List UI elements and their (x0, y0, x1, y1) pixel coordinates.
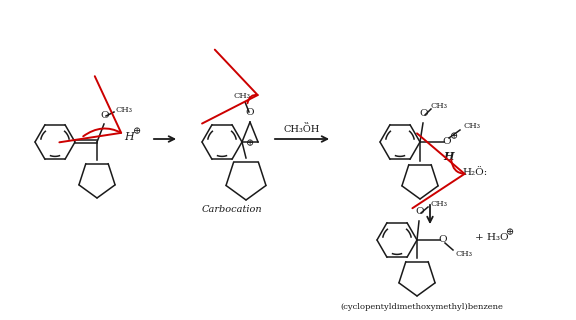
Text: CH₃: CH₃ (464, 122, 481, 130)
Text: CH₃: CH₃ (456, 250, 473, 258)
FancyArrowPatch shape (412, 133, 465, 208)
Text: ⊕: ⊕ (133, 127, 141, 137)
Text: O: O (246, 108, 255, 117)
Text: O: O (439, 235, 448, 244)
Text: + H₃O: + H₃O (475, 234, 509, 243)
Text: O: O (101, 111, 109, 120)
Text: CH₃ÖH: CH₃ÖH (284, 124, 320, 133)
Text: ⊕: ⊕ (506, 228, 514, 237)
Text: ⊕: ⊕ (450, 132, 458, 141)
FancyArrowPatch shape (202, 50, 257, 124)
Text: Carbocation: Carbocation (202, 204, 262, 213)
Text: O: O (420, 109, 429, 118)
Text: ⊕: ⊕ (246, 140, 254, 148)
Text: CH₃: CH₃ (233, 92, 251, 100)
Text: O: O (416, 207, 425, 216)
FancyArrowPatch shape (59, 76, 121, 142)
Text: CH₃: CH₃ (115, 106, 132, 114)
Text: (cyclopentyldimethoxymethyl)benzene: (cyclopentyldimethoxymethyl)benzene (340, 303, 503, 311)
Text: CH₃: CH₃ (431, 200, 448, 208)
Text: H₂Ö:: H₂Ö: (463, 167, 488, 177)
Text: H: H (444, 150, 454, 162)
Text: CH₃: CH₃ (431, 102, 448, 110)
Text: H: H (124, 132, 134, 142)
Text: O: O (443, 137, 452, 146)
